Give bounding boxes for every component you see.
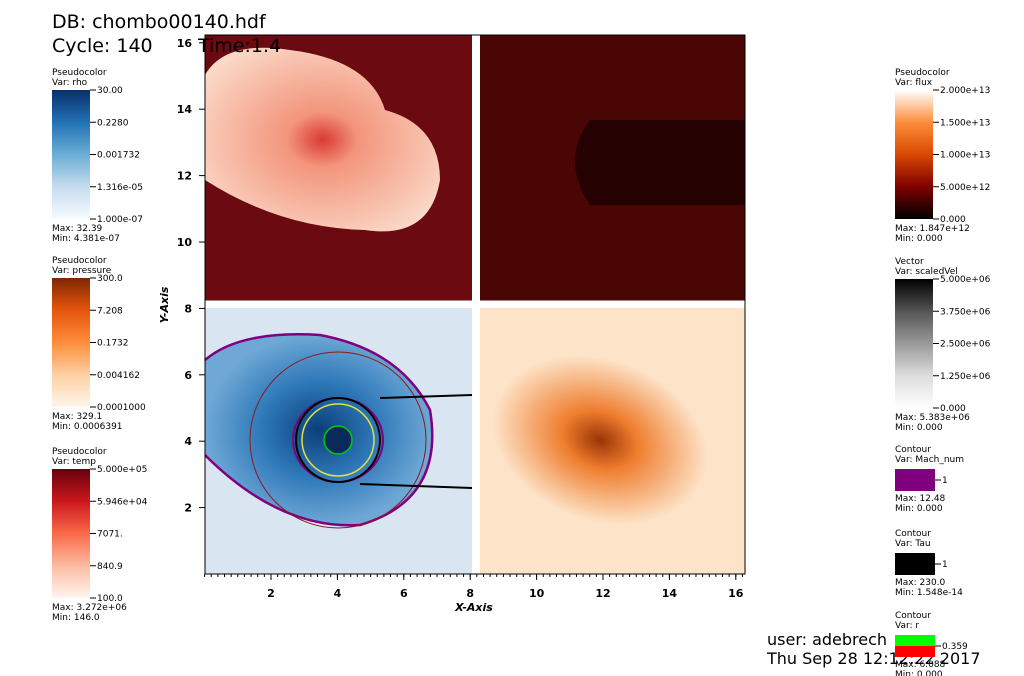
legend-label: 100.0 <box>97 594 123 604</box>
x-axis-label: X-Axis <box>454 601 493 614</box>
y-tick-label: 8 <box>184 302 192 315</box>
legend-min: Min: 0.0006391 <box>52 422 123 432</box>
legend-max: Max: 1.847e+12 <box>895 224 970 234</box>
legend-var: Var: r <box>895 621 919 631</box>
legend-var: Var: temp <box>52 457 96 467</box>
legend-var: Var: pressure <box>52 266 112 276</box>
legend-label: 30.00 <box>97 86 123 96</box>
legend-label: 1.250e+06 <box>940 372 991 382</box>
legend-label: 0.000 <box>940 404 966 414</box>
legend-label: 2.000e+13 <box>940 86 990 96</box>
legend-max: Max: 12.48 <box>895 494 946 504</box>
color-bar <box>52 90 90 219</box>
legend-min: Min: 4.381e-07 <box>52 234 120 244</box>
legend-var: Var: Mach_num <box>895 455 964 465</box>
x-tick-label: 8 <box>466 587 474 600</box>
x-tick-label: 12 <box>595 587 610 600</box>
legend-label: 1.316e-05 <box>97 183 143 193</box>
legend-min: Min: 0.000 <box>895 504 943 514</box>
legend-label: 3.750e+06 <box>940 307 991 317</box>
legend-min: Min: 1.548e-14 <box>895 588 963 598</box>
legend-kind: Contour <box>895 529 931 539</box>
user-label: user: adebrech <box>767 630 887 649</box>
contour-swatch <box>895 646 935 657</box>
legend-min: Min: 0.000 <box>895 423 943 433</box>
legend-var: Var: flux <box>895 78 933 88</box>
legend-var: Var: rho <box>52 78 88 88</box>
legend-kind: Contour <box>895 445 931 455</box>
legend-label: 1.000e+13 <box>940 151 990 161</box>
x-tick-label: 2 <box>267 587 275 600</box>
x-tick-label: 16 <box>728 587 744 600</box>
color-bar <box>895 279 933 408</box>
legend-label: 1 <box>942 560 948 570</box>
legend-min: Min: 0.000 <box>895 670 943 676</box>
cycle-label: Cycle: 140 <box>52 35 153 57</box>
x-tick-label: 14 <box>662 587 678 600</box>
legend-var: Var: Tau <box>895 539 931 549</box>
legend-label: 1.000e-07 <box>97 215 143 225</box>
legend-max: Max: 230.0 <box>895 578 946 588</box>
legend-label: 5.946e+04 <box>97 497 148 507</box>
legend-min: Min: 146.0 <box>52 613 100 623</box>
contour-swatch <box>895 469 935 491</box>
legend-label: 1.500e+13 <box>940 118 990 128</box>
legend-max: Max: 5.383e+06 <box>895 413 970 423</box>
y-tick-label: 10 <box>177 236 193 249</box>
legend-max: Max: 32.39 <box>52 224 103 234</box>
color-bar <box>52 469 90 598</box>
legend-label: 5.000e+05 <box>97 465 147 475</box>
legend-kind: Pseudocolor <box>895 68 950 78</box>
legend-label: 1 <box>942 476 948 486</box>
legend-label: 2.500e+06 <box>940 340 991 350</box>
legend-label: 5.000e+12 <box>940 183 990 193</box>
legend-min: Min: 0.000 <box>895 234 943 244</box>
legend-max: Max: 6.088 <box>895 660 946 670</box>
y-tick-label: 16 <box>177 37 193 50</box>
contour-swatch <box>895 635 935 646</box>
x-tick-label: 4 <box>334 587 342 600</box>
legend-label: 0.1732 <box>97 339 129 349</box>
y-tick-label: 6 <box>184 369 192 382</box>
legend-label: 0.001732 <box>97 151 140 161</box>
legend-label: 300.0 <box>97 274 123 284</box>
legend-label: 840.9 <box>97 562 123 572</box>
legend-kind: Pseudocolor <box>52 447 107 457</box>
y-tick-label: 12 <box>177 170 192 183</box>
legend-max: Max: 329.1 <box>52 412 102 422</box>
legend-label: 0.359 <box>942 642 968 652</box>
database-label: DB: chombo00140.hdf <box>52 11 267 33</box>
color-bar <box>52 278 90 407</box>
color-bar <box>895 90 933 219</box>
y-axis-label: Y-Axis <box>158 286 171 323</box>
legend-kind: Pseudocolor <box>52 256 107 266</box>
legend-label: 0.0001000 <box>97 403 146 413</box>
y-tick-label: 4 <box>184 435 192 448</box>
legend-max: Max: 3.272e+06 <box>52 603 127 613</box>
legend-label: 5.000e+06 <box>940 275 991 285</box>
contour-swatch <box>895 553 935 575</box>
time-label: Time:1.4 <box>197 35 281 57</box>
legend-var: Var: scaledVel <box>895 267 958 277</box>
x-tick-label: 10 <box>529 587 545 600</box>
y-tick-label: 14 <box>177 103 193 116</box>
legend-label: 7071. <box>97 530 123 540</box>
x-tick-label: 6 <box>400 587 408 600</box>
legend-label: 0.2280 <box>97 118 129 128</box>
legend-label: 7.208 <box>97 306 123 316</box>
legend-kind: Pseudocolor <box>52 68 107 78</box>
legend-kind: Vector <box>895 257 924 267</box>
legend-label: 0.004162 <box>97 371 140 381</box>
plot-area <box>204 34 746 575</box>
legend-kind: Contour <box>895 611 931 621</box>
y-tick-label: 2 <box>184 502 192 515</box>
legend-label: 0.000 <box>940 215 966 225</box>
